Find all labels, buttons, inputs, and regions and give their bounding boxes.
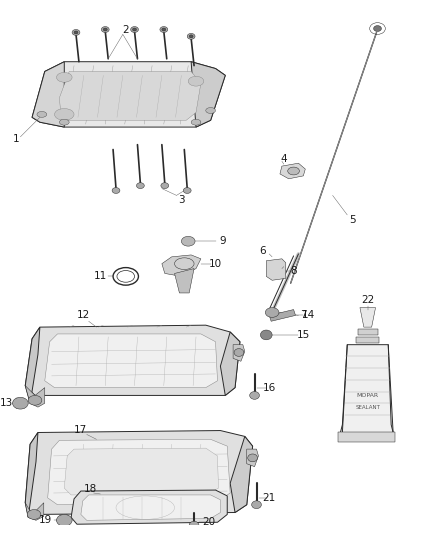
Ellipse shape [288,167,300,175]
Polygon shape [25,386,45,407]
Polygon shape [269,310,296,321]
Polygon shape [280,163,305,179]
Polygon shape [25,431,253,514]
Polygon shape [162,255,201,277]
Ellipse shape [191,119,201,125]
Text: 9: 9 [219,236,226,246]
Ellipse shape [131,27,138,33]
Polygon shape [220,332,240,395]
Text: 8: 8 [290,265,297,276]
Ellipse shape [161,183,169,189]
Polygon shape [25,327,40,403]
Text: 7: 7 [300,310,307,320]
Polygon shape [356,337,379,343]
Ellipse shape [265,308,279,317]
Text: SEALANT: SEALANT [355,405,380,410]
Polygon shape [81,495,220,520]
Ellipse shape [101,27,109,33]
Text: 5: 5 [349,215,356,225]
Text: 3: 3 [178,195,185,205]
Ellipse shape [188,76,204,86]
Ellipse shape [74,31,78,34]
Polygon shape [25,432,38,518]
Ellipse shape [137,183,144,189]
Ellipse shape [374,26,381,31]
Polygon shape [64,448,219,495]
Polygon shape [358,329,378,335]
Ellipse shape [54,109,74,120]
Ellipse shape [27,510,41,519]
Ellipse shape [189,35,193,38]
Polygon shape [45,334,218,387]
Ellipse shape [112,188,120,193]
Polygon shape [32,62,64,127]
Polygon shape [48,439,230,505]
Ellipse shape [103,28,107,31]
Polygon shape [340,345,393,432]
Ellipse shape [187,34,195,39]
Polygon shape [175,269,194,293]
Ellipse shape [181,236,195,246]
Ellipse shape [251,501,261,508]
Text: 22: 22 [361,295,374,305]
Ellipse shape [60,119,69,125]
Polygon shape [360,308,375,327]
Text: 21: 21 [262,493,276,503]
Text: 2: 2 [123,26,129,36]
Text: 11: 11 [94,271,107,281]
Ellipse shape [37,111,47,117]
Polygon shape [233,345,245,361]
Ellipse shape [28,395,42,405]
Ellipse shape [57,72,72,82]
Text: 13: 13 [0,398,13,408]
Polygon shape [71,490,227,524]
Ellipse shape [133,28,137,31]
Ellipse shape [160,27,168,33]
Text: 10: 10 [209,259,222,269]
Ellipse shape [13,398,28,409]
Text: 18: 18 [84,484,97,494]
Polygon shape [339,432,395,442]
Text: 6: 6 [259,246,266,256]
Polygon shape [230,437,253,513]
Polygon shape [247,449,258,467]
Text: 19: 19 [39,515,52,526]
Text: 1: 1 [13,134,20,144]
Ellipse shape [261,330,272,340]
Polygon shape [191,62,225,127]
Polygon shape [25,503,44,520]
Ellipse shape [162,28,166,31]
Text: 4: 4 [280,154,287,164]
Polygon shape [32,62,225,127]
Ellipse shape [189,521,199,529]
Text: 15: 15 [297,330,310,340]
Text: 12: 12 [77,310,90,320]
Ellipse shape [72,29,80,35]
Text: 17: 17 [74,425,88,434]
Text: 16: 16 [262,383,276,393]
Polygon shape [266,259,286,280]
Polygon shape [25,325,240,395]
Ellipse shape [248,454,258,462]
Ellipse shape [206,108,215,114]
Ellipse shape [57,514,72,526]
Ellipse shape [234,349,244,357]
Polygon shape [60,71,201,120]
Text: 14: 14 [302,310,315,320]
Ellipse shape [184,188,191,193]
Text: MOPAR: MOPAR [357,393,379,398]
Ellipse shape [250,392,259,399]
Text: 20: 20 [202,517,215,527]
